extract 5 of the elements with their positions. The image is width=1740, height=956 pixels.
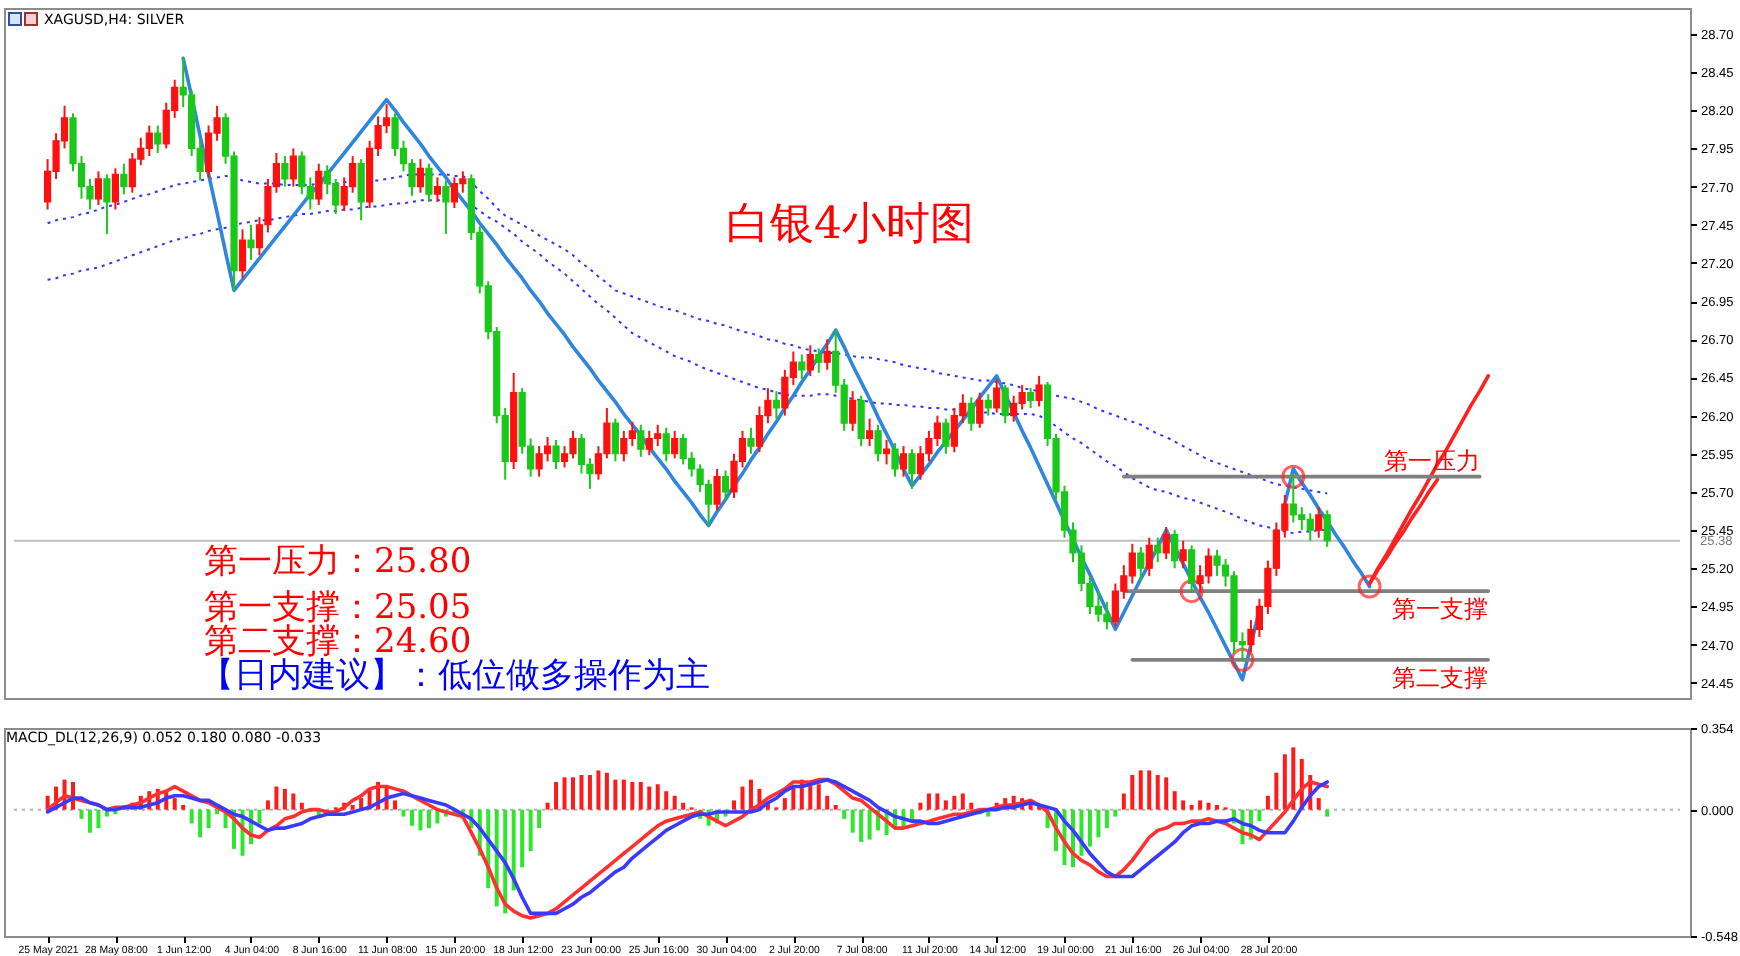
series-label: 第一支撑 — [1392, 595, 1489, 624]
series-label: 第二支撑 — [1392, 663, 1489, 692]
annotation: 【日内建议】：低位做多操作为主 — [200, 656, 710, 696]
annotation: 第一压力：25.80 — [204, 542, 472, 582]
text: 白银4小时图 — [726, 200, 974, 250]
